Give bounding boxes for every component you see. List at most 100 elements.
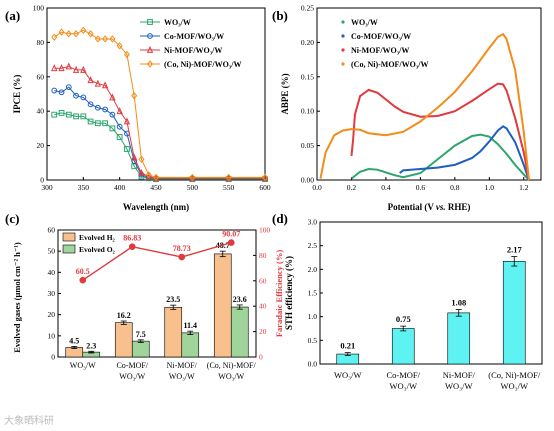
data-point	[65, 111, 72, 118]
x-axis-title: Potential (V vs. RHE)	[388, 202, 471, 212]
panel-label: (a)	[5, 8, 20, 23]
data-point	[73, 113, 79, 120]
data-point	[189, 173, 196, 182]
bar-0	[213, 253, 232, 358]
x-tick-label: 300	[41, 183, 53, 192]
bar-value-label: 7.5	[136, 330, 146, 339]
category-label: WO₃/W	[500, 381, 528, 391]
y-axis-title: ABPE (%)	[280, 73, 290, 114]
y-tick-label: 40	[37, 107, 45, 116]
legend-label: Evolved O₂	[79, 245, 116, 254]
data-point	[152, 173, 160, 182]
data-point	[116, 107, 123, 115]
data-point	[94, 104, 101, 111]
data-point	[94, 35, 101, 43]
data-point	[65, 30, 72, 38]
y-tick-label: 3.0	[308, 218, 318, 227]
x-tick-label: 1.2	[519, 183, 529, 192]
y2-tick-label: 60	[259, 276, 267, 285]
data-point	[261, 173, 269, 182]
data-point	[65, 84, 72, 91]
y-tick-label: 0.15	[301, 72, 314, 81]
data-point	[58, 89, 65, 96]
data-point	[102, 120, 109, 127]
x-axis-title: Wavelength (nm)	[123, 202, 189, 212]
data-point	[109, 35, 116, 43]
data-point	[94, 120, 101, 127]
y-tick-label: 2.5	[308, 241, 318, 250]
category-label: WO₃/W	[70, 361, 96, 370]
bar-value-label: 16.2	[117, 311, 131, 320]
y-tick-label: 0	[51, 353, 55, 362]
bar-value-label: 0.21	[340, 341, 355, 351]
y-tick-label: 10	[48, 331, 56, 340]
legend-marker	[147, 19, 153, 25]
bar-value-label: 23.5	[166, 295, 180, 304]
y-tick-label: 0.10	[301, 107, 314, 116]
legend-marker	[341, 34, 345, 38]
y-tick-label: 0.25	[301, 4, 314, 13]
data-point	[80, 65, 87, 73]
plot-frame	[316, 7, 542, 181]
data-point	[138, 155, 145, 164]
plot-frame	[46, 7, 266, 181]
y-tick-label: 0.0	[308, 360, 318, 369]
faradaic-value-label: 60.5	[76, 267, 90, 276]
y-axis-title: IPCE (%)	[12, 75, 22, 114]
y-tick-label: 0	[40, 176, 44, 185]
legend-marker	[341, 48, 345, 52]
legend-label: Co-MOF/WO₃/W	[164, 32, 224, 41]
legend-label: Ni-MOF/WO₃/W	[351, 46, 409, 55]
series-line	[54, 86, 265, 179]
category-label: Ni-MOF/	[167, 361, 198, 370]
data-point	[51, 87, 58, 94]
data-point	[51, 64, 58, 72]
y-tick-label: 30	[48, 289, 56, 298]
legend-label: (Co, Ni)-MOF/WO₃/W	[164, 60, 242, 69]
y-tick-label: 80	[37, 38, 45, 47]
faradaic-value-label: 78.73	[173, 244, 191, 253]
series-curve-2	[350, 82, 530, 181]
legend-label: (Co, Ni)-MOF/WO₃/W	[351, 60, 429, 69]
bar	[502, 260, 526, 365]
data-point	[80, 113, 87, 120]
legend-marker	[147, 33, 153, 39]
bar	[447, 312, 471, 365]
category-label: (Co, Ni)-MOF/	[207, 361, 257, 370]
data-point	[116, 123, 123, 130]
y2-axis-title: Faradaic Efficiency (%)	[274, 250, 284, 338]
y-tick-label: 0.05	[301, 141, 314, 150]
y-axis-title: STH efficiency (%)	[284, 256, 294, 330]
x-tick-label: 0.8	[450, 183, 460, 192]
data-point	[101, 81, 109, 89]
data-point	[65, 62, 72, 70]
bar-0	[164, 306, 183, 358]
data-point	[225, 173, 232, 182]
data-point	[102, 35, 109, 43]
data-point	[87, 101, 94, 108]
y2-tick-label: 100	[259, 226, 271, 235]
data-point	[73, 92, 79, 99]
faradaic-value-label: 90.07	[222, 230, 240, 239]
data-point	[87, 118, 94, 125]
y-tick-label: 1.0	[308, 312, 318, 321]
y2-tick-label: 20	[259, 327, 267, 336]
series-3	[51, 26, 269, 182]
series-2	[51, 62, 269, 182]
bar-value-label: 4.5	[69, 336, 79, 345]
y-tick-label: 2.0	[308, 265, 318, 274]
x-tick-label: 0.4	[381, 183, 391, 192]
data-point	[109, 125, 116, 132]
category-label: (Co, Ni)-MOF/	[488, 370, 541, 380]
bar-value-label: 23.6	[233, 295, 247, 304]
legend-label: Ni-MOF/WO₃/W	[164, 46, 222, 55]
category-label: WO₃/W	[169, 372, 195, 381]
bar-value-label: 0.75	[396, 314, 411, 324]
data-point	[94, 79, 102, 87]
y2-tick-label: 80	[259, 251, 267, 260]
category-label: Co-MOF/	[116, 361, 148, 370]
category-label: WO₃/W	[119, 372, 145, 381]
y-axis-title: Evolved gases (μmol cm⁻² h⁻¹)	[12, 242, 22, 353]
legend-swatch	[62, 244, 76, 254]
